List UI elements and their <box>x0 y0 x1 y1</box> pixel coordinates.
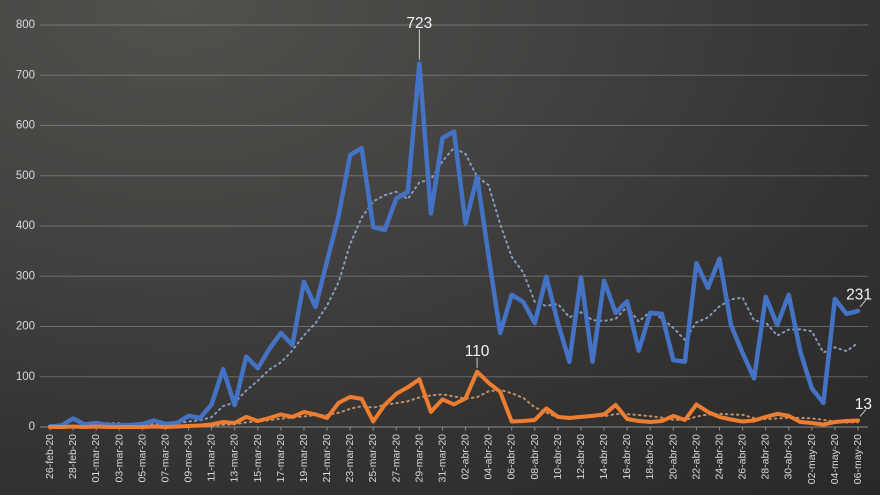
data-label: 723 <box>406 15 432 32</box>
x-tick-label: 04-may-20 <box>829 434 841 484</box>
x-tick-label: 12-abr-20 <box>575 434 587 480</box>
y-tick-label: 400 <box>16 220 35 232</box>
x-tick-label: 18-abr-20 <box>644 434 656 480</box>
y-tick-label: 800 <box>16 19 35 31</box>
y-tick-label: 300 <box>16 270 35 282</box>
y-tick-label: 200 <box>16 321 35 333</box>
data-label: 110 <box>465 343 490 360</box>
y-tick-label: 700 <box>16 69 35 81</box>
trendline-blue-daily <box>95 146 859 426</box>
x-tick-label: 29-mar-20 <box>413 434 425 483</box>
x-tick-label: 08-abr-20 <box>529 434 541 480</box>
x-tick-label: 24-abr-20 <box>713 434 725 480</box>
series-line-blue-daily <box>47 61 861 429</box>
x-tick-label: 04-abr-20 <box>483 434 495 480</box>
x-tick-label: 28-abr-20 <box>760 434 772 480</box>
x-tick-label: 27-mar-20 <box>390 434 402 483</box>
x-tick-label: 03-mar-20 <box>113 434 125 483</box>
x-tick-label: 30-abr-20 <box>783 434 795 480</box>
x-tick-label: 14-abr-20 <box>598 434 610 480</box>
trendline-orange-daily <box>95 388 859 428</box>
x-tick-label: 22-abr-20 <box>690 434 702 480</box>
x-tick-label: 10-abr-20 <box>552 434 564 480</box>
x-tick-label: 15-mar-20 <box>252 434 264 483</box>
x-tick-label: 05-mar-20 <box>136 434 148 483</box>
x-tick-label: 13-mar-20 <box>229 434 241 483</box>
y-tick-label: 500 <box>16 170 35 182</box>
x-tick-label: 11-mar-20 <box>206 434 218 482</box>
x-tick-label: 02-may-20 <box>806 434 818 484</box>
x-tick-label: 26-feb-20 <box>44 434 56 479</box>
x-tick-label: 09-mar-20 <box>183 434 195 483</box>
x-tick-label: 25-mar-20 <box>367 434 379 483</box>
x-tick-label: 06-may-20 <box>852 434 864 484</box>
x-tick-label: 28-feb-20 <box>67 434 79 479</box>
y-tick-label: 0 <box>29 421 35 433</box>
x-tick-label: 19-mar-20 <box>298 434 310 483</box>
y-tick-label: 100 <box>16 371 35 383</box>
x-tick-label: 16-abr-20 <box>621 434 633 480</box>
y-tick-label: 600 <box>16 120 35 132</box>
x-tick-label: 07-mar-20 <box>159 434 171 483</box>
x-tick-label: 21-mar-20 <box>321 434 333 483</box>
x-tick-label: 17-mar-20 <box>275 434 287 483</box>
x-tick-label: 31-mar-20 <box>436 434 448 483</box>
x-tick-label: 26-abr-20 <box>737 434 749 480</box>
callout-leader <box>859 409 867 417</box>
x-tick-label: 06-abr-20 <box>506 434 518 480</box>
x-tick-label: 01-mar-20 <box>90 434 102 483</box>
data-label: 231 <box>846 286 872 303</box>
callout-leader <box>859 299 867 308</box>
data-label: 13 <box>855 396 872 413</box>
x-tick-label: 23-mar-20 <box>344 434 356 483</box>
series-line-orange-daily <box>48 369 860 429</box>
x-tick-label: 02-abr-20 <box>460 434 472 480</box>
x-tick-label: 20-abr-20 <box>667 434 679 480</box>
